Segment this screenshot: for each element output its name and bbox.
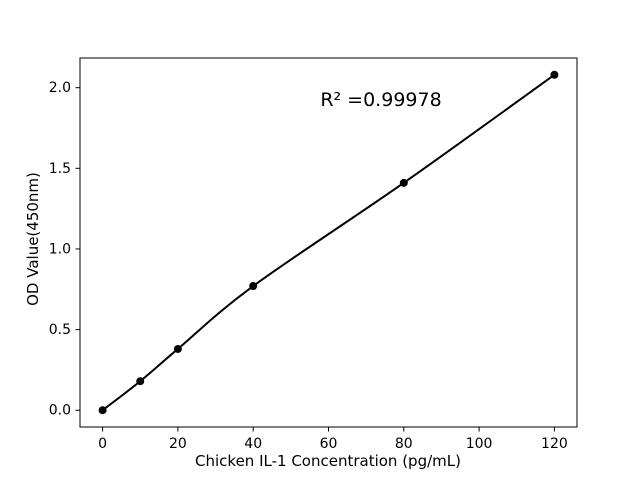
data-point xyxy=(550,70,559,79)
x-tick-label: 60 xyxy=(320,436,338,452)
data-point xyxy=(136,377,145,386)
data-point xyxy=(399,178,408,187)
x-tick-label: 80 xyxy=(395,436,413,452)
y-tick-label: 0.0 xyxy=(49,403,71,419)
x-tick-label: 20 xyxy=(169,436,187,452)
y-tick-label: 1.0 xyxy=(49,241,71,257)
y-tick-label: 2.0 xyxy=(49,80,71,96)
data-point xyxy=(98,406,107,415)
x-tick-label: 40 xyxy=(244,436,262,452)
data-point xyxy=(249,282,258,291)
r-squared-annotation: R² =0.99978 xyxy=(320,89,442,111)
x-axis-label: Chicken IL-1 Concentration (pg/mL) xyxy=(195,452,461,470)
y-tick-label: 1.5 xyxy=(49,161,71,177)
x-tick-label: 100 xyxy=(466,436,493,452)
x-tick-label: 120 xyxy=(541,436,568,452)
fit-curve xyxy=(101,73,556,412)
y-tick-label: 0.5 xyxy=(49,322,71,338)
x-tick-label: 0 xyxy=(98,436,107,452)
data-point xyxy=(173,344,182,353)
y-axis-label: OD Value(450nm) xyxy=(24,172,42,306)
